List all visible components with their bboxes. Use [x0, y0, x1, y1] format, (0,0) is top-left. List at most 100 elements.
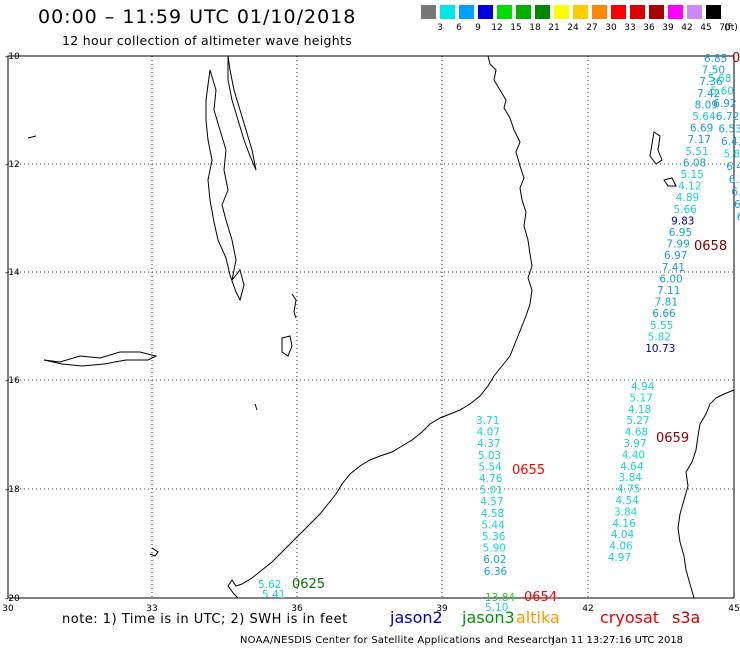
legend-swatch	[497, 5, 512, 19]
wave-height-value: 5.17	[629, 392, 652, 404]
track-time-label: 0655	[512, 463, 545, 478]
wave-height-value: 6.2	[729, 174, 740, 186]
wave-height-value: 6.43	[721, 136, 740, 148]
longitude-label: 33	[146, 604, 157, 614]
wave-height-value: 5.51	[685, 146, 708, 158]
wave-height-value: 5.66	[673, 204, 697, 216]
legend-label: 6	[456, 23, 462, 33]
wave-height-value: 5.82	[648, 331, 671, 343]
track-time-label: 0625	[292, 577, 325, 592]
latitude-label: -16	[5, 376, 20, 386]
cahora-bassa	[43, 351, 158, 367]
longitude-label: 30	[2, 604, 14, 614]
wave-height-value: 4.18	[628, 404, 651, 416]
wave-height-value: 4.64	[620, 461, 644, 473]
wave-height-value: 4.37	[477, 438, 500, 450]
wave-height-value: 5.62	[258, 579, 281, 591]
wave-height-value: 6.4	[726, 161, 740, 173]
legend-label: 33	[624, 23, 636, 33]
wave-height-value: 4.04	[611, 529, 635, 541]
legend-label: 3	[437, 23, 443, 33]
latitude-label: -20	[5, 594, 20, 604]
satellite-name: jason2	[390, 608, 443, 627]
legend-label: 21	[548, 23, 560, 33]
satellite-name: jason3	[462, 608, 515, 627]
legend-swatch	[516, 5, 531, 19]
legend-swatch	[649, 5, 664, 19]
wave-height-value: 4.68	[625, 427, 648, 439]
wave-height-value: 5.36	[482, 531, 506, 543]
wave-height-value: 5.27	[626, 415, 649, 427]
longitude-labels: 30 33 36 39 42 45	[2, 604, 739, 614]
wave-height-value: 6.02	[483, 554, 506, 566]
wave-height-value: 3.71	[476, 415, 499, 427]
map-frame	[7, 55, 735, 599]
wave-height-value: 6.69	[690, 123, 713, 135]
legend-swatch	[573, 5, 588, 19]
latitude-label: -18	[5, 485, 20, 495]
track-time-label: 0658	[694, 239, 727, 254]
wave-height-value: 5.54	[478, 461, 502, 473]
wave-height-value: 7.11	[657, 285, 680, 297]
legend-swatch	[592, 5, 607, 19]
legend-label: 70	[719, 23, 731, 33]
wave-height-value: 5.64	[692, 111, 716, 123]
latitude-label: -12	[5, 160, 20, 170]
track-time-label: 0654	[524, 590, 557, 605]
legend-swatch	[611, 5, 626, 19]
wave-height-value: 4.16	[612, 518, 636, 530]
longitude-label: 36	[291, 604, 303, 614]
legend-swatch	[706, 5, 721, 19]
wave-height-value: 6.95	[669, 227, 692, 239]
wave-height-value: 4.12	[678, 181, 701, 193]
wave-height-value: 6.00	[659, 273, 682, 285]
note-text: note: 1) Time is in UTC; 2) SWH is in fe…	[62, 612, 348, 627]
wave-height-value: 4.57	[480, 496, 503, 508]
longitude-label: 42	[582, 604, 593, 614]
wave-height-value: 4.40	[622, 449, 645, 461]
legend-unit: (ft)	[724, 23, 738, 33]
wave-height-value: 13.84	[485, 592, 515, 604]
legend-swatch	[440, 5, 455, 19]
legend-label: 45	[700, 23, 712, 33]
wave-height-value: 5.44	[481, 519, 505, 531]
longitude-label: 45	[728, 604, 739, 614]
wave-height-value: 7.50	[702, 65, 725, 77]
wave-height-value: 4.75	[617, 484, 640, 496]
wave-height-value: 6.97	[664, 250, 687, 262]
legend-label: 18	[529, 23, 541, 33]
wave-height-value: 7.81	[655, 297, 678, 309]
legend-label: 15	[510, 23, 522, 33]
wave-height-value: 4.76	[479, 473, 503, 485]
graticule	[8, 56, 734, 598]
wave-height-value: 4.54	[616, 495, 640, 507]
wave-height-value: 4.07	[477, 427, 500, 439]
wave-height-value: 7.42	[697, 88, 720, 100]
wave-height-value: 5.90	[483, 543, 506, 555]
wave-height-value: 4.58	[481, 508, 504, 520]
track-time-label: 0659	[656, 431, 689, 446]
wave-height-value: 6.53	[718, 123, 740, 135]
wave-height-value: 4.94	[631, 381, 655, 393]
legend-swatch	[459, 5, 474, 19]
wave-height-value: 6.	[734, 199, 740, 211]
legend-swatch	[554, 5, 569, 19]
legend-label: 24	[567, 23, 579, 33]
wave-height-value: 7.36	[699, 76, 723, 88]
credit-text: NOAA/NESDIS Center for Satellite Applica…	[240, 635, 555, 646]
wave-height-value: 3.84	[614, 506, 638, 518]
wave-height-value: 3.97	[623, 438, 646, 450]
wave-height-value: 6.	[731, 186, 740, 198]
track-time-label: 0	[732, 51, 740, 66]
legend-label: 12	[491, 23, 503, 33]
legend-label: 36	[643, 23, 655, 33]
legend-label: 39	[662, 23, 674, 33]
wave-height-value: 10.73	[645, 343, 675, 355]
wave-height-value: 4.06	[609, 541, 633, 553]
legend-swatch	[630, 5, 645, 19]
wave-height-value: 5.89	[724, 149, 740, 161]
legend-label: 27	[586, 23, 598, 33]
legend-label: 30	[605, 23, 617, 33]
satellite-name: cryosat	[600, 608, 660, 627]
wave-height-value: 7.41	[662, 262, 685, 274]
